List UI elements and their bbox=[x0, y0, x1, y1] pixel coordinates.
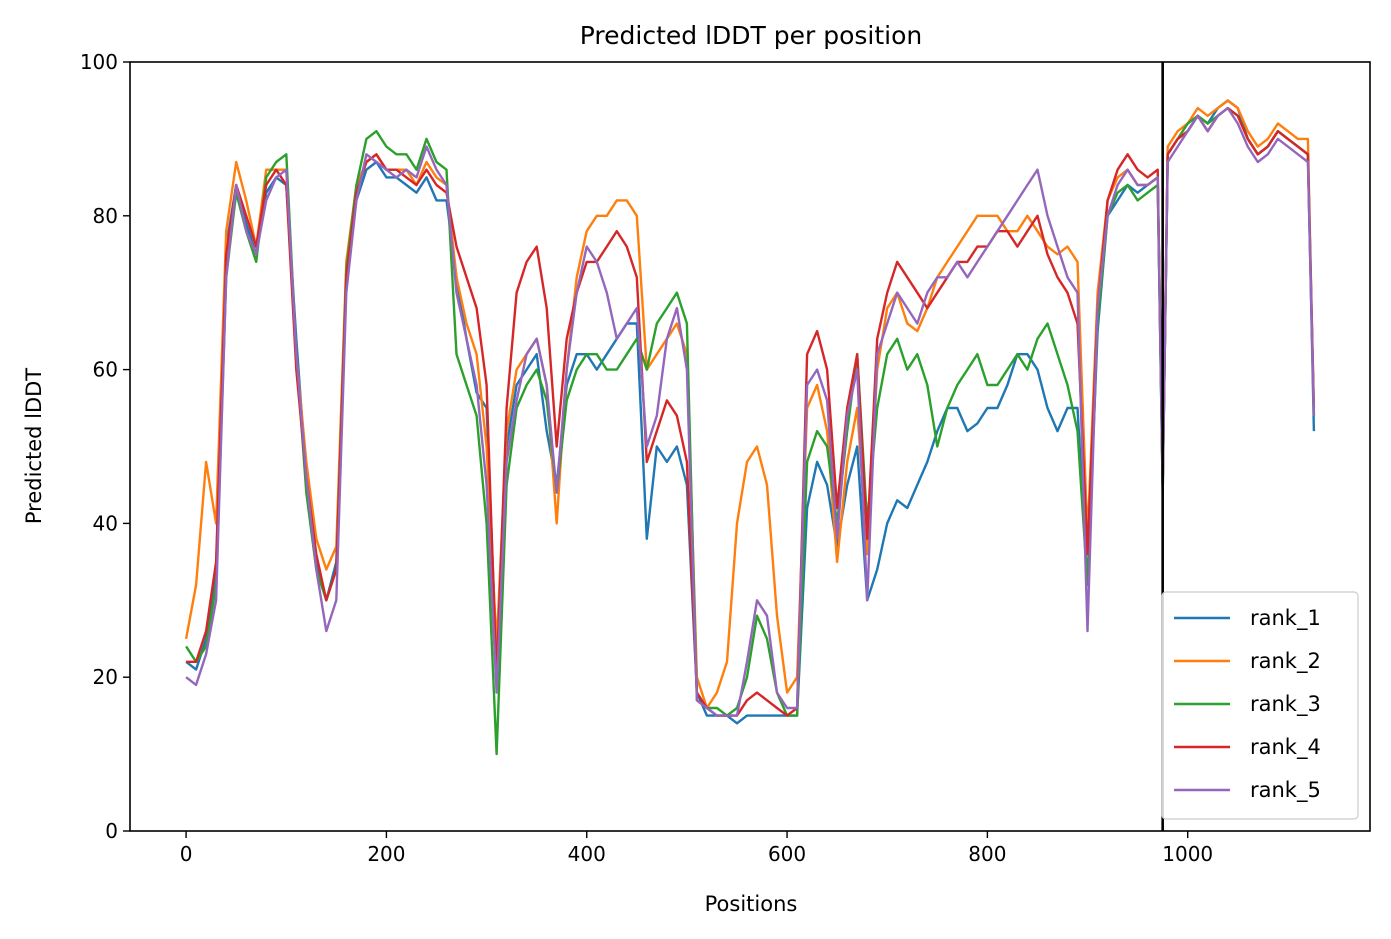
x-tick-label: 600 bbox=[768, 842, 806, 866]
x-tick-label: 0 bbox=[180, 842, 193, 866]
plot-frame bbox=[129, 61, 1371, 832]
legend: rank_1 rank_2 rank_3 rank_4 rank_5 bbox=[1161, 591, 1359, 820]
x-tick-label: 1000 bbox=[1162, 842, 1213, 866]
x-axis-label: Positions bbox=[705, 892, 798, 916]
series-line-rank_3 bbox=[185, 106, 1316, 756]
y-tick-label: 80 bbox=[93, 204, 118, 228]
legend-label-rank_4: rank_4 bbox=[1250, 735, 1321, 760]
legend-label-rank_2: rank_2 bbox=[1250, 649, 1321, 674]
y-axis: 0 20 40 60 80 100 bbox=[80, 50, 130, 843]
y-tick-label: 40 bbox=[93, 511, 118, 535]
y-tick-label: 0 bbox=[105, 819, 118, 843]
y-tick-label: 20 bbox=[93, 665, 118, 689]
y-axis-label: Predicted lDDT bbox=[22, 368, 46, 524]
series-lines bbox=[184, 99, 1316, 756]
series-line-rank_4 bbox=[186, 106, 1316, 717]
plot-area bbox=[129, 61, 1371, 832]
chart-title: Predicted lDDT per position bbox=[580, 21, 922, 50]
x-tick-label: 400 bbox=[568, 842, 606, 866]
legend-label-rank_1: rank_1 bbox=[1250, 606, 1321, 631]
x-tick-label: 800 bbox=[968, 842, 1006, 866]
legend-box bbox=[1161, 591, 1359, 820]
y-tick-label: 60 bbox=[93, 358, 118, 382]
y-tick-label: 100 bbox=[80, 50, 118, 74]
series-line-rank_5 bbox=[185, 106, 1316, 717]
x-tick-label: 200 bbox=[367, 842, 405, 866]
x-axis: 0 200 400 600 800 1000 bbox=[180, 831, 1213, 866]
legend-label-rank_5: rank_5 bbox=[1250, 778, 1321, 803]
legend-label-rank_3: rank_3 bbox=[1250, 692, 1321, 717]
